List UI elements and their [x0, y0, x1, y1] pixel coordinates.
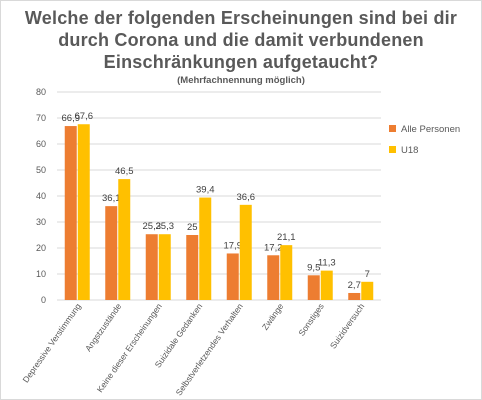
data-label-alle-personen-1: 36,1 [102, 193, 121, 204]
y-tick-label-10: 10 [36, 269, 46, 279]
data-label-alle-personen-0: 66,9 [62, 113, 81, 124]
bar-u18-1 [118, 179, 131, 300]
chart-title-line-2: durch Corona und die damit verbundenen [58, 30, 424, 50]
bar-alle-personen-1 [105, 206, 118, 300]
data-label-u18-5: 21,1 [277, 232, 296, 243]
legend-swatch-alle-personen [389, 125, 396, 132]
data-label-alle-personen-3: 25 [187, 222, 198, 233]
data-label-u18-7: 7 [365, 269, 370, 280]
y-tick-label-40: 40 [36, 191, 46, 201]
data-label-alle-personen-4: 17,9 [224, 240, 243, 251]
bar-u18-2 [158, 234, 171, 300]
bar-u18-6 [320, 270, 333, 300]
legend-label-u18: U18 [401, 145, 418, 156]
data-label-alle-personen-2: 25,3 [143, 221, 162, 232]
data-label-u18-3: 39,4 [196, 185, 215, 196]
data-label-u18-0: 67,6 [75, 111, 94, 122]
bar-alle-personen-2 [145, 234, 158, 300]
legend-swatch-u18 [389, 146, 396, 153]
bar-alle-personen-0 [64, 126, 77, 300]
chart-title-block: Welche der folgenden Erscheinungen sind … [1, 7, 481, 87]
y-tick-label-50: 50 [36, 165, 46, 175]
y-tick-label-60: 60 [36, 139, 46, 149]
x-category-label-5: Zwänge [260, 301, 286, 332]
data-label-u18-6: 11,3 [318, 258, 336, 269]
data-label-alle-personen-5: 17,2 [264, 242, 283, 253]
data-label-u18-2: 25,3 [156, 221, 175, 232]
y-tick-label-20: 20 [36, 243, 46, 253]
bar-u18-4 [239, 204, 252, 300]
chart-title-line-3: Einschränkungen aufgetaucht? [103, 52, 379, 72]
x-category-label-0: Depressive Verstimmung [21, 301, 84, 384]
legend-label-alle-personen: Alle Personen [401, 124, 460, 135]
y-tick-label-80: 80 [36, 87, 46, 97]
bar-u18-7 [361, 281, 374, 300]
y-tick-label-70: 70 [36, 113, 46, 123]
bar-alle-personen-3 [186, 235, 199, 300]
bar-u18-0 [77, 124, 90, 301]
x-category-label-6: Sonstiges [296, 301, 326, 337]
bar-u18-3 [199, 197, 212, 300]
x-category-label-4: Selbstverletzendes Verhalten [174, 301, 245, 397]
bar-u18-5 [280, 245, 293, 300]
chart-title-line-1: Welche der folgenden Erscheinungen sind … [24, 8, 458, 28]
bar-alle-personen-4 [226, 253, 239, 300]
bar-alle-personen-5 [267, 255, 280, 300]
x-category-label-1: Angstzustände [83, 301, 124, 353]
data-label-alle-personen-7: 2,7 [348, 280, 361, 291]
data-label-u18-1: 46,5 [115, 166, 134, 177]
data-label-u18-4: 36,6 [237, 192, 256, 203]
x-category-label-7: Suizidversuch [328, 301, 367, 350]
bar-alle-personen-7 [348, 292, 361, 300]
data-label-alle-personen-6: 9,5 [307, 262, 320, 273]
bar-alle-personen-6 [307, 275, 320, 300]
chart-subtitle: (Mehrfachnennung möglich) [177, 75, 305, 86]
y-tick-label-30: 30 [36, 217, 46, 227]
y-tick-label-0: 0 [41, 295, 46, 305]
